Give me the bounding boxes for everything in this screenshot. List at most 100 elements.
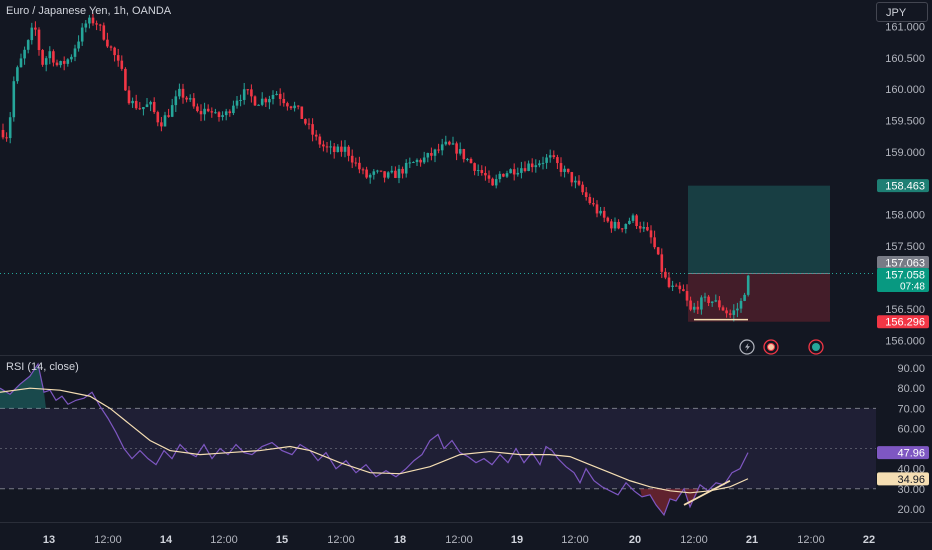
candle-body (595, 204, 599, 214)
candle-body (242, 89, 246, 100)
candle-body (246, 89, 250, 91)
candle-body (239, 99, 242, 101)
symbol-title[interactable]: Euro / Japanese Yen, 1h, OANDA (6, 5, 172, 17)
candle-body (602, 210, 606, 218)
candle-body (606, 217, 610, 222)
candle-body (232, 105, 235, 114)
price-axis-label: 160.500 (885, 53, 925, 65)
time-axis-label: 19 (511, 534, 523, 546)
candle-body (480, 170, 484, 173)
candle-body (314, 134, 318, 137)
candle-body (512, 169, 516, 175)
candle-body (199, 111, 203, 115)
candle-body (473, 163, 476, 171)
candle-body (347, 146, 350, 156)
position-entry-label: 157.063 (885, 258, 925, 270)
candle-body (181, 88, 185, 98)
candle-body (289, 106, 293, 109)
candle-body (491, 178, 494, 186)
candle-body (275, 93, 278, 95)
rsi-value-label-bg (877, 446, 929, 460)
candle-body (196, 106, 199, 112)
candle-body (55, 62, 59, 66)
candle-body (494, 179, 498, 186)
candle-body (642, 226, 646, 229)
candle-body (714, 300, 718, 302)
candle-body (149, 101, 152, 105)
candle-body (127, 90, 131, 104)
candle-body (476, 170, 480, 172)
candle-body (16, 67, 19, 82)
candle-body (8, 117, 12, 139)
candle-body (106, 39, 109, 47)
candle-body (221, 115, 224, 118)
candle-body (228, 111, 232, 114)
time-axis: 13 12:00 14 12:00 15 12:00 18 12:00 19 12:00 20 12:… (43, 534, 875, 546)
candle-body (649, 230, 653, 238)
candle-body (134, 100, 138, 109)
rsi-overbought-fill (0, 364, 46, 409)
candle-body (541, 162, 545, 164)
currency-unit-button[interactable]: JPY (876, 2, 928, 22)
candle-body (530, 163, 534, 168)
candle-body (70, 56, 73, 60)
candle-body (368, 174, 372, 178)
candle-body (674, 285, 678, 287)
candle-body (660, 254, 664, 272)
candle-body (109, 46, 113, 48)
candle-body (192, 98, 196, 107)
candle-body (264, 98, 268, 103)
candle-body (41, 50, 44, 65)
candle-body (386, 172, 390, 178)
candle-body (433, 149, 437, 156)
candle-body (739, 300, 743, 309)
candle-body (293, 105, 296, 109)
rsi-value-label: 47.96 (897, 448, 925, 460)
candle-body (592, 203, 595, 205)
candle-body (394, 170, 397, 178)
candle-body (48, 51, 52, 59)
candle-body (113, 47, 116, 56)
candle-body (707, 296, 710, 303)
candle-body (577, 180, 581, 185)
candle-body (304, 118, 307, 124)
candle-body (732, 310, 736, 315)
rsi-axis-label: 30.00 (897, 484, 925, 496)
candle-body (152, 101, 156, 113)
candle-body (350, 155, 354, 163)
candle-body (365, 169, 368, 178)
candle-body (664, 271, 667, 278)
time-axis-label: 13 (43, 534, 55, 546)
candle-body (390, 170, 394, 173)
candle-body (746, 275, 750, 295)
candle-body (116, 55, 120, 61)
candle-body (617, 221, 620, 229)
candle-body (584, 192, 588, 198)
candle-body (174, 96, 178, 106)
candle-body (631, 215, 635, 221)
time-axis-label: 12:00 (561, 534, 589, 546)
price-axis-label: 159.000 (885, 147, 925, 159)
candle-body (278, 93, 282, 99)
candle-body (404, 162, 408, 174)
candle-body (145, 104, 149, 108)
candle-body (743, 294, 746, 301)
candle-body (430, 153, 433, 156)
candle-body (26, 40, 30, 50)
position-loss-zone (688, 273, 830, 322)
candle-body (462, 149, 466, 160)
candle-body (325, 146, 329, 148)
candle-body (419, 159, 422, 163)
rsi-indicator-title[interactable]: RSI (14, close) (6, 361, 79, 373)
candle-body (505, 173, 509, 177)
candle-body (451, 143, 455, 145)
candle-body (696, 306, 700, 310)
position-stop-label-bg (877, 315, 929, 329)
candle-body (235, 100, 239, 106)
candle-body (545, 157, 548, 163)
candle-body (534, 165, 538, 168)
candle-body (415, 159, 419, 163)
candle-body (12, 81, 16, 118)
price-axis-label: 161.000 (885, 21, 925, 33)
